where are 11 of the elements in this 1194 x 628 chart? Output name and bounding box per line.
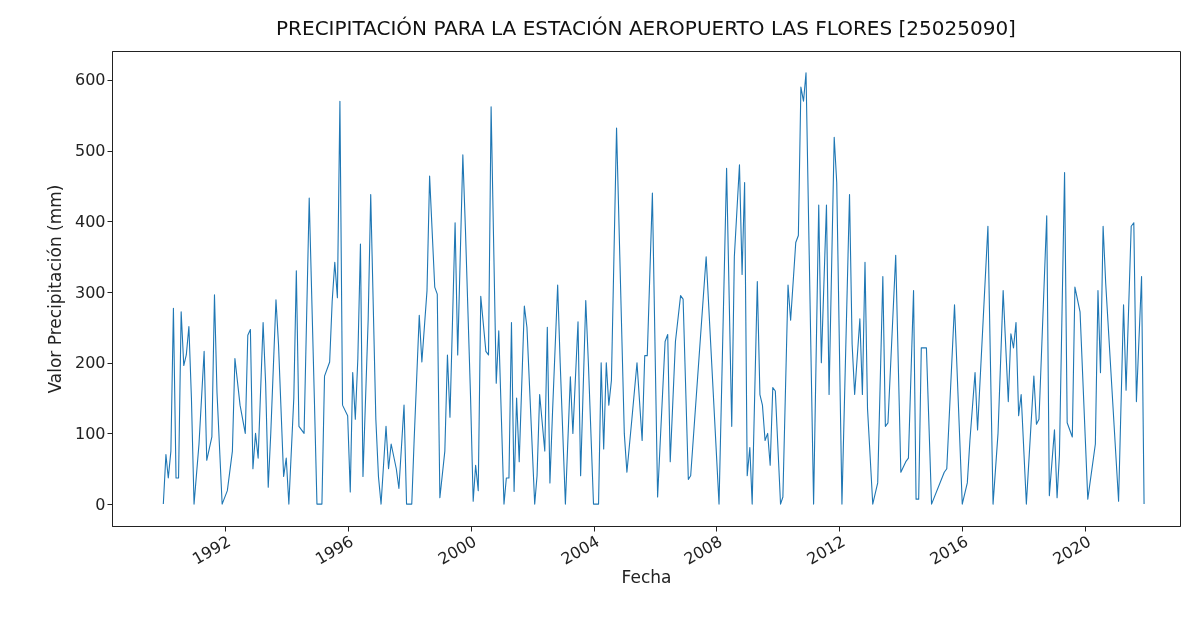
y-tick-label: 500 <box>74 141 106 161</box>
x-axis-title: Fecha <box>621 566 672 587</box>
line-series <box>162 72 1145 505</box>
chart-title: PRECIPITACIÓN PARA LA ESTACIÓN AEROPUERTO LAS FLORES [25025090] <box>276 16 1016 40</box>
y-tick-label: 300 <box>74 282 106 302</box>
y-tick-label: 100 <box>74 423 106 443</box>
y-tick-label: 0 <box>95 494 106 514</box>
y-tick-label: 400 <box>74 211 106 231</box>
y-tick-label: 600 <box>74 70 106 90</box>
y-tick-label: 200 <box>74 353 106 373</box>
y-axis-title: Valor Precipitación (mm) <box>44 184 65 394</box>
